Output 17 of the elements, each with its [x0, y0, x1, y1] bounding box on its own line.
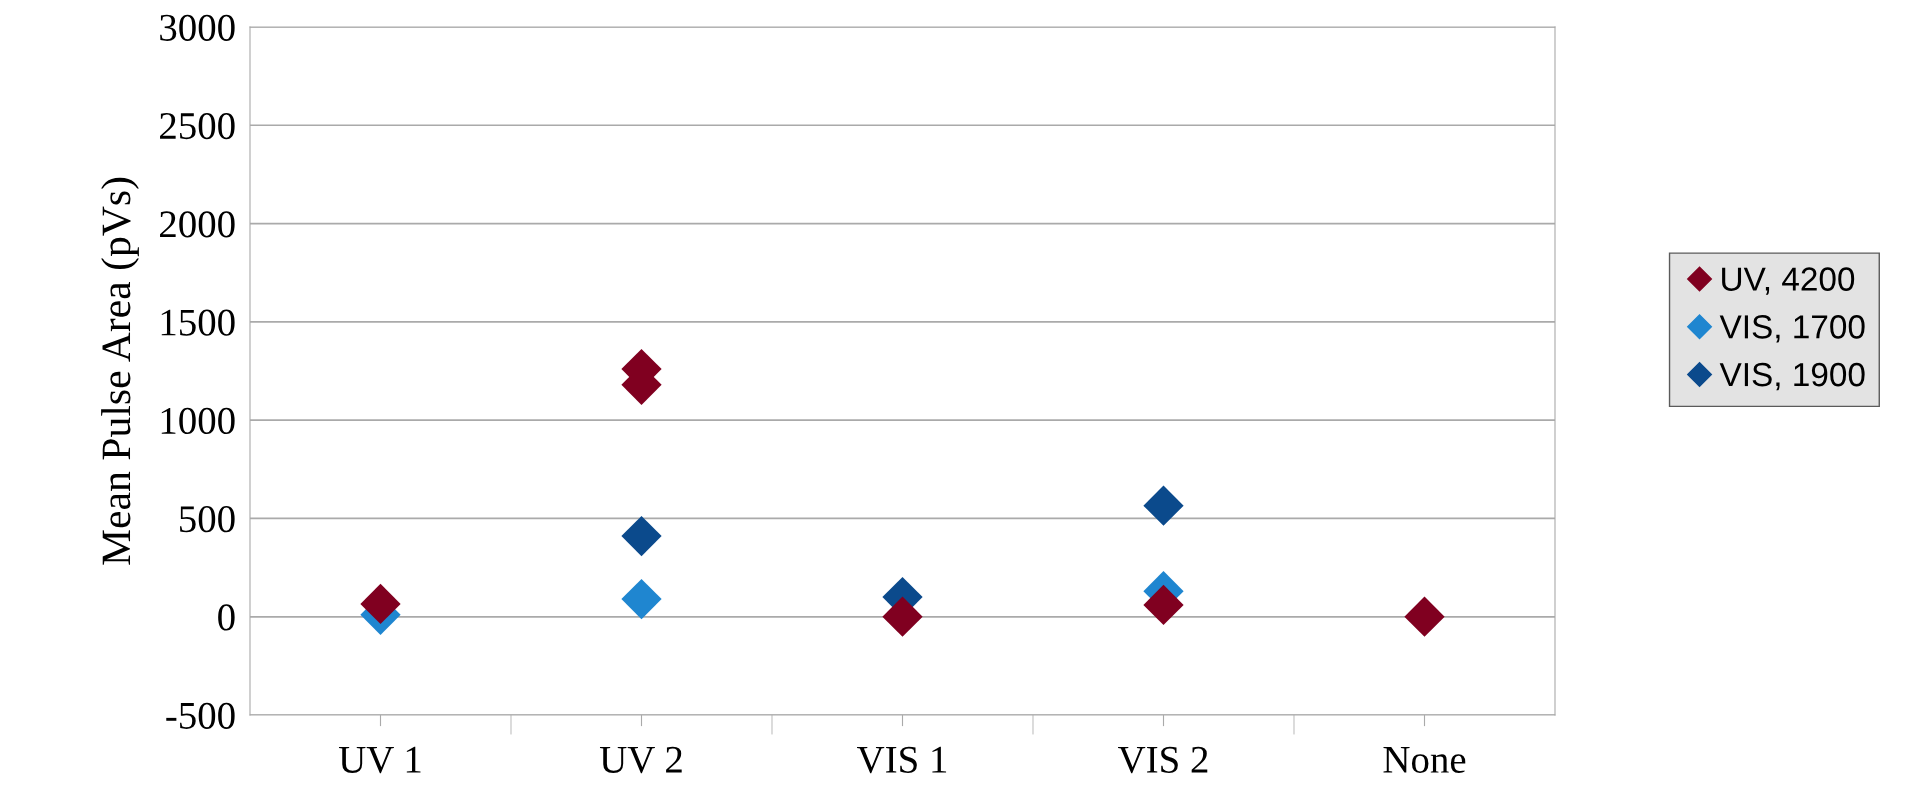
x-tick-label: VIS 2 [1118, 746, 1208, 774]
y-tick-label: 2500 [160, 112, 235, 140]
x-tick-label: None [1383, 747, 1466, 773]
y-tick-label: 3000 [160, 14, 235, 41]
legend-label: UV, 4200 [1722, 267, 1855, 295]
x-tick-label: UV 1 [338, 746, 421, 774]
x-tick-label: UV 2 [599, 746, 682, 774]
y-tick-label: 1500 [161, 309, 235, 336]
y-tick-label: -500 [166, 702, 235, 729]
legend-label: VIS, 1900 [1719, 362, 1865, 391]
x-tick-label: VIS 1 [857, 746, 947, 774]
legend-label: VIS, 1700 [1719, 315, 1865, 343]
y-tick-label: 500 [180, 506, 235, 533]
y-tick-label: 1000 [161, 407, 235, 435]
y-tick-label: 2000 [160, 211, 235, 238]
y-axis-title: Mean Pulse Area (pVs) [101, 177, 139, 565]
y-tick-label: 0 [218, 604, 235, 631]
